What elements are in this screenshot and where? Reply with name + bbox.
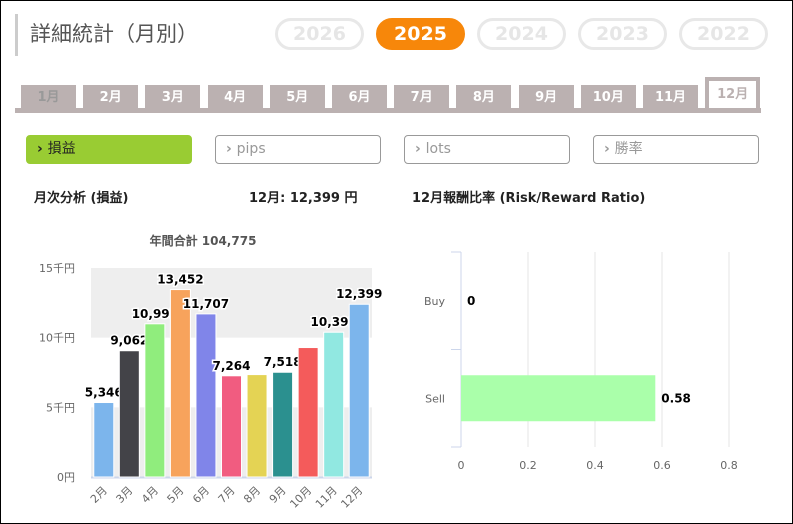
tab-month-7[interactable]: 7月 — [394, 85, 450, 108]
bar-Sell[interactable] — [461, 375, 656, 422]
filter-label: pips — [236, 141, 266, 157]
data-label: 11,707 — [183, 297, 229, 311]
x-tick-label: 0.8 — [720, 459, 738, 472]
year-button-2022[interactable]: 2022 — [679, 18, 768, 50]
rr-ratio-chart: 0 0.2 0.4 0.6 0.8 Buy 0 Sell 0.58 — [424, 251, 738, 472]
y-tick-label: Buy — [424, 295, 446, 308]
month-value: 12月: 12,399 円 — [249, 191, 358, 206]
chevron-right-icon: › — [415, 141, 426, 157]
y-tick-label: Sell — [425, 392, 445, 405]
data-label: 13,452 — [157, 273, 203, 287]
filter-label: 勝率 — [614, 141, 643, 157]
x-tick-label: 2月 — [88, 484, 110, 506]
x-tick-label: 4月 — [139, 484, 161, 506]
x-tick-label: 0.6 — [653, 459, 671, 472]
y-tick-label: 5千円 — [46, 401, 75, 414]
data-label: 5,346 — [85, 386, 123, 400]
tab-month-1[interactable]: 1月 — [21, 85, 76, 108]
data-label: 0 — [467, 294, 475, 308]
y-tick-label: 10千円 — [39, 332, 75, 345]
data-label: 10,995 — [132, 307, 178, 321]
filter-button-2[interactable]: › pips — [215, 135, 381, 164]
tab-month-12[interactable]: 12月 — [705, 77, 761, 113]
x-tick-label: 3月 — [114, 484, 136, 506]
x-tick-label: 10月 — [287, 484, 314, 511]
tab-bar-underline — [15, 108, 761, 113]
data-label: 10,391 — [311, 315, 357, 329]
bar-4月[interactable] — [144, 323, 166, 478]
x-tick-label: 5月 — [165, 484, 187, 506]
tab-month-5[interactable]: 5月 — [269, 85, 325, 108]
x-tick-label: 0 — [458, 459, 465, 472]
x-tick-label: 8月 — [241, 484, 263, 506]
year-button-2023[interactable]: 2023 — [578, 18, 667, 50]
x-tick-label: 11月 — [313, 484, 340, 511]
tab-month-9[interactable]: 9月 — [518, 85, 574, 108]
chevron-right-icon: › — [37, 141, 48, 157]
data-label: 9,062 — [110, 334, 148, 348]
data-label: 7,518 — [264, 355, 302, 369]
bar-12月[interactable] — [348, 303, 370, 478]
chevron-right-icon: › — [226, 141, 237, 157]
tab-month-3[interactable]: 3月 — [145, 85, 201, 108]
bar-9月[interactable] — [272, 371, 294, 478]
bar-2月[interactable] — [93, 402, 115, 478]
x-tick-label: 6月 — [190, 484, 212, 506]
bar-3月[interactable] — [118, 350, 140, 478]
y-tick-label: 0円 — [57, 471, 75, 484]
bar-7月[interactable] — [221, 375, 242, 478]
year-button-2025[interactable]: 2025 — [376, 18, 465, 50]
tab-month-10[interactable]: 10月 — [580, 85, 636, 108]
chevron-right-icon: › — [604, 141, 615, 157]
tab-month-8[interactable]: 8月 — [456, 85, 512, 108]
page-title: 詳細統計（月別） — [15, 14, 198, 56]
filter-label: 損益 — [47, 141, 76, 157]
x-tick-label: 0.2 — [519, 459, 537, 472]
x-tick-label: 12月 — [338, 484, 365, 511]
bar-8月[interactable] — [246, 374, 268, 478]
bar-11月[interactable] — [323, 331, 345, 478]
data-label: 7,264 — [213, 359, 251, 373]
monthly-pl-chart: 年間合計 104,775 0円 5千円 10千円 15千円 5,346 2月 9,062 3月 1… — [39, 233, 384, 511]
tab-month-2[interactable]: 2月 — [83, 85, 139, 108]
year-button-2024[interactable]: 2024 — [477, 18, 566, 50]
data-label: 0.58 — [661, 391, 691, 405]
x-tick-label: 7月 — [216, 484, 238, 506]
filter-button-4[interactable]: › 勝率 — [593, 135, 759, 164]
bar-5月[interactable] — [169, 289, 191, 478]
bar-10月[interactable] — [297, 347, 319, 478]
filter-button-3[interactable]: › lots — [404, 135, 570, 164]
data-label: 12,399 — [336, 287, 382, 301]
rr-ratio-heading: 12月報酬比率 (Risk/Reward Ratio) — [412, 191, 646, 206]
filter-label: lots — [425, 141, 451, 157]
x-tick-label: 0.4 — [586, 459, 604, 472]
tab-month-6[interactable]: 6月 — [332, 85, 387, 108]
y-tick-label: 15千円 — [39, 262, 75, 275]
tab-month-4[interactable]: 4月 — [207, 85, 263, 108]
tab-month-11[interactable]: 11月 — [643, 85, 698, 108]
monthly-analysis-heading: 月次分析 (損益) — [34, 191, 129, 206]
plot-band — [91, 268, 372, 338]
chart-title: 年間合計 104,775 — [150, 233, 257, 248]
filter-button-1[interactable]: › 損益 — [26, 135, 192, 164]
year-button-2026[interactable]: 2026 — [275, 18, 364, 50]
bar-6月[interactable] — [195, 313, 217, 478]
x-tick-label: 9月 — [267, 484, 289, 506]
